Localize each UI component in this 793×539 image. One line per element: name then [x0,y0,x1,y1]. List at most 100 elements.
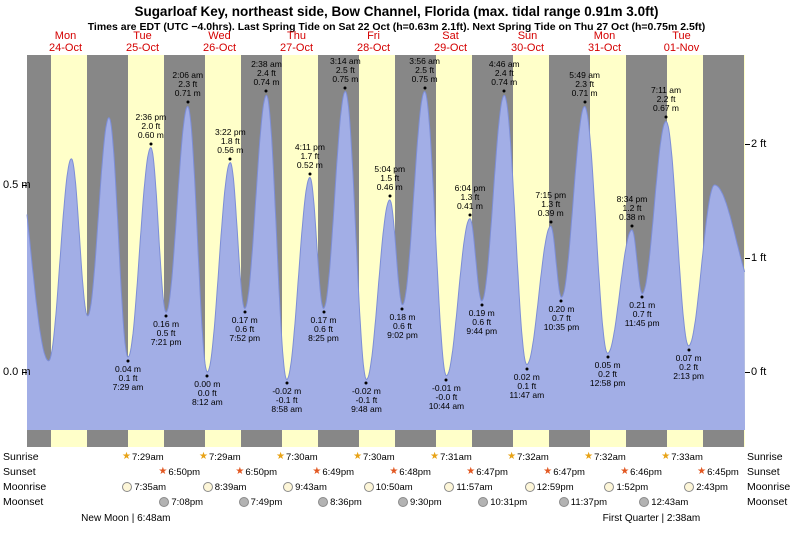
moonset-event: 8:36pm [318,496,362,508]
moonset-icon [558,497,569,507]
tide-extreme-label: 0.04 m 0.1 ft 7:29 am [112,364,144,393]
tide-extreme-dot [264,89,268,93]
tide-extreme-dot [444,378,448,382]
sunset-icon: ★ [158,466,168,477]
moonrise-icon [524,482,535,492]
tide-extreme-label: 3:56 am 2.5 ft 0.75 m [409,55,440,84]
tide-extreme-label: 0.16 m 0.5 ft 7:21 pm [150,319,182,348]
moonrise-time: 1:52pm [616,481,649,493]
sunset-event: ★ 6:48pm [389,466,431,478]
moonrise-icon [363,482,374,492]
tide-extreme-label: 2:06 am 2.3 ft 0.71 m [172,70,204,99]
sunset-icon: ★ [312,466,322,477]
tide-extreme-dot [285,381,289,385]
tide-extreme-dot [640,295,644,299]
sunset-icon: ★ [697,466,707,477]
tide-extreme-label: 0.17 m 0.6 ft 8:25 pm [308,315,339,344]
moonset-time: 9:30pm [409,496,442,508]
sunset-time: 6:46pm [630,466,662,478]
sunset-event: ★ 6:50pm [158,466,200,478]
left-tick-05m [22,185,27,186]
moon-phase-caption: First Quarter | 2:38am [602,513,701,524]
moonrise-time: 8:39am [214,481,247,493]
tide-extreme-dot [243,310,247,314]
tide-extreme-label: 2:38 am 2.4 ft 0.74 m [251,59,282,88]
tide-extreme-dot [423,86,427,89]
y-axis-label-0ft: 0 ft [751,366,767,378]
moonset-event: 7:49pm [238,496,282,508]
day-label: Sat 29-Oct [433,30,467,54]
moonset-icon [478,497,489,507]
tide-extreme-dot [606,355,610,359]
moonrise-event: 7:35am [122,481,166,493]
moonrise-event: 11:57am [444,481,493,493]
sunrise-event: ★ 7:31am [430,451,472,463]
sunrise-time: 7:29am [208,451,241,463]
sunrise-icon: ★ [353,451,363,462]
moonrise-icon [283,482,294,492]
tide-extreme-label: 3:22 pm 1.8 ft 0.56 m [214,126,246,155]
sunset-icon: ★ [620,466,630,477]
moonrise-time: 10:50am [375,481,413,493]
moonrise-event: 9:43am [283,481,327,493]
tide-extreme-dot [400,307,404,311]
sunset-icon: ★ [235,466,245,477]
left-tick-00m [22,372,27,373]
sunrise-event: ★ 7:33am [661,451,703,463]
sunset-event: ★ 6:45pm [697,466,739,478]
tide-extreme-label: -0.02 m -0.1 ft 8:58 am [271,386,303,415]
moonset-icon [238,497,249,507]
moonrise-icon [684,482,695,492]
moonrise-icon [444,482,455,492]
sunrise-time: 7:32am [517,451,549,463]
sunrise-time: 7:32am [594,451,626,463]
tide-extreme-dot [549,220,553,224]
right-tick-2ft [745,144,750,145]
tide-extreme-label: 0.07 m 0.2 ft 2:13 pm [673,352,704,381]
y-axis-label-00m: 0.0 m [3,366,31,378]
moonset-event: 11:37pm [558,496,607,508]
tide-extreme-dot [164,314,168,318]
moonset-icon [639,497,650,507]
tide-extreme-label: 5:49 am 2.3 ft 0.71 m [569,70,601,99]
moonset-time: 10:31pm [490,496,528,508]
moonset-event: 10:31pm [478,496,527,508]
sunrise-icon: ★ [584,451,594,462]
sunrise-time: 7:33am [671,451,703,463]
sunset-event: ★ 6:47pm [466,466,508,478]
right-tick-1ft [745,258,750,259]
sunrise-icon: ★ [199,451,208,462]
sunset-event: ★ 6:46pm [620,466,662,478]
sunrise-event: ★ 7:30am [353,451,395,463]
tide-extreme-label: 4:11 pm 1.7 ft 0.52 m [294,141,325,170]
sunrise-event: ★ 7:32am [507,451,549,463]
sunrise-event: ★ 7:29am [199,451,241,463]
moonrise-time: 7:35am [134,481,167,493]
moonset-row-label-left: Moonset [3,496,44,508]
tide-extreme-dot [525,367,529,371]
moon-phase-caption: New Moon | 6:48am [81,513,171,524]
tide-extreme-label: 6:04 pm 1.3 ft 0.41 m [454,182,486,211]
tide-extreme-label: 4:46 am 2.4 ft 0.74 m [488,59,520,88]
tide-extreme-label: 7:11 am 2.2 ft 0.67 m [650,85,682,114]
moonset-event: 12:43am [639,496,688,508]
sunset-icon: ★ [543,466,553,477]
sunrise-row-label-right: Sunrise [747,451,783,463]
tide-extreme-label: 0.18 m 0.6 ft 9:02 pm [387,311,418,340]
moonset-icon [159,497,170,507]
sunset-row-label-left: Sunset [3,466,36,478]
moonset-time: 7:08pm [171,496,204,508]
tide-extreme-dot [630,224,634,228]
sunset-time: 6:50pm [168,466,201,478]
day-label: Tue 01-Nov [663,30,700,54]
chart-subtitle: Times are EDT (UTC −4.0hrs). Last Spring… [87,21,706,33]
tide-extreme-label: 0.20 m 0.7 ft 10:35 pm [543,304,580,333]
tide-extreme-label: 3:14 am 2.5 ft 0.75 m [330,55,361,84]
moonrise-icon [122,482,133,492]
right-tick-0ft [745,372,750,373]
moonrise-icon [202,482,213,492]
sunrise-row-label-left: Sunrise [3,451,39,463]
sunset-time: 6:45pm [707,466,739,478]
moonrise-icon [604,482,615,492]
day-label: Thu 27-Oct [279,30,313,54]
